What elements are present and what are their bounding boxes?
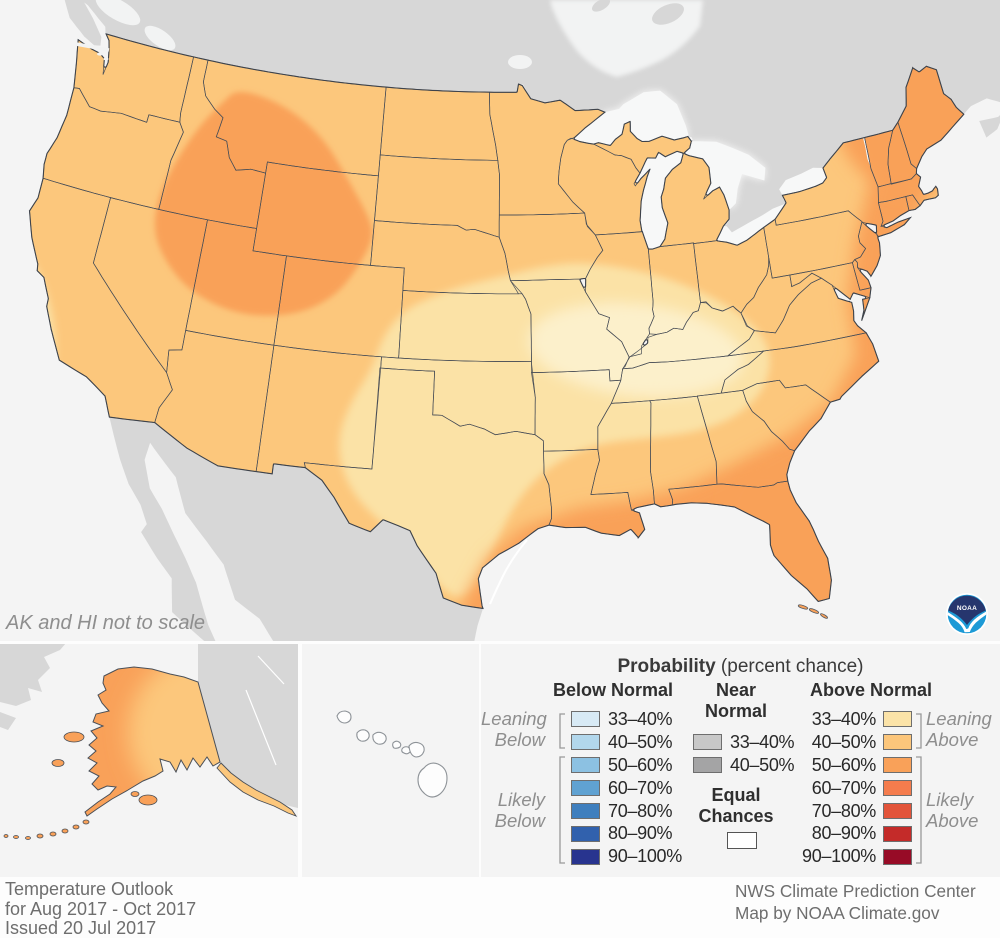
svg-text:NOAA: NOAA [957,605,977,612]
